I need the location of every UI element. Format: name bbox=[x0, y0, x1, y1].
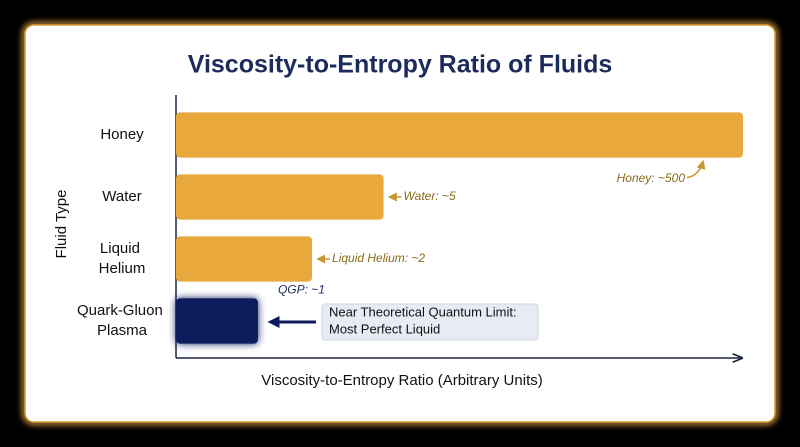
label-arrow bbox=[686, 159, 706, 179]
chart-title: Viscosity-to-Entropy Ratio of Fluids bbox=[188, 51, 613, 79]
bar bbox=[176, 174, 384, 220]
y-tick-label: Liquid Helium bbox=[99, 240, 146, 277]
bar bbox=[176, 236, 313, 282]
bar bbox=[176, 112, 743, 158]
data-label: Water: ~5 bbox=[404, 189, 456, 203]
y-tick-label: Honey bbox=[100, 126, 144, 143]
card bbox=[24, 24, 776, 423]
x-axis-title: Viscosity-to-Entropy Ratio (Arbitrary Un… bbox=[261, 372, 542, 389]
annotation: Near Theoretical Quantum Limit: Most Per… bbox=[329, 305, 520, 337]
data-label: Liquid Helium: ~2 bbox=[332, 251, 425, 265]
bar bbox=[176, 298, 258, 344]
annotation-box bbox=[321, 303, 539, 341]
data-label: Honey: ~500 bbox=[617, 171, 686, 185]
data-label: QGP: ~1 bbox=[278, 283, 325, 297]
y-tick-label: Quark-Gluon Plasma bbox=[77, 302, 167, 339]
y-axis-title: Fluid Type bbox=[53, 190, 70, 259]
card-glow bbox=[22, 22, 778, 425]
y-tick-label: Water bbox=[102, 188, 141, 205]
